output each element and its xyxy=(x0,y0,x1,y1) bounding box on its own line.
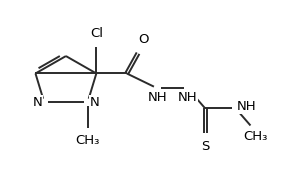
Text: O: O xyxy=(138,34,149,47)
Text: NH: NH xyxy=(147,91,167,104)
Text: N: N xyxy=(33,96,42,109)
Text: Cl: Cl xyxy=(90,26,103,40)
Text: S: S xyxy=(201,140,209,153)
Text: NH: NH xyxy=(237,100,257,113)
Text: NH: NH xyxy=(178,91,197,104)
Text: CH₃: CH₃ xyxy=(76,134,100,147)
Text: CH₃: CH₃ xyxy=(243,130,268,143)
Text: N: N xyxy=(89,96,99,109)
